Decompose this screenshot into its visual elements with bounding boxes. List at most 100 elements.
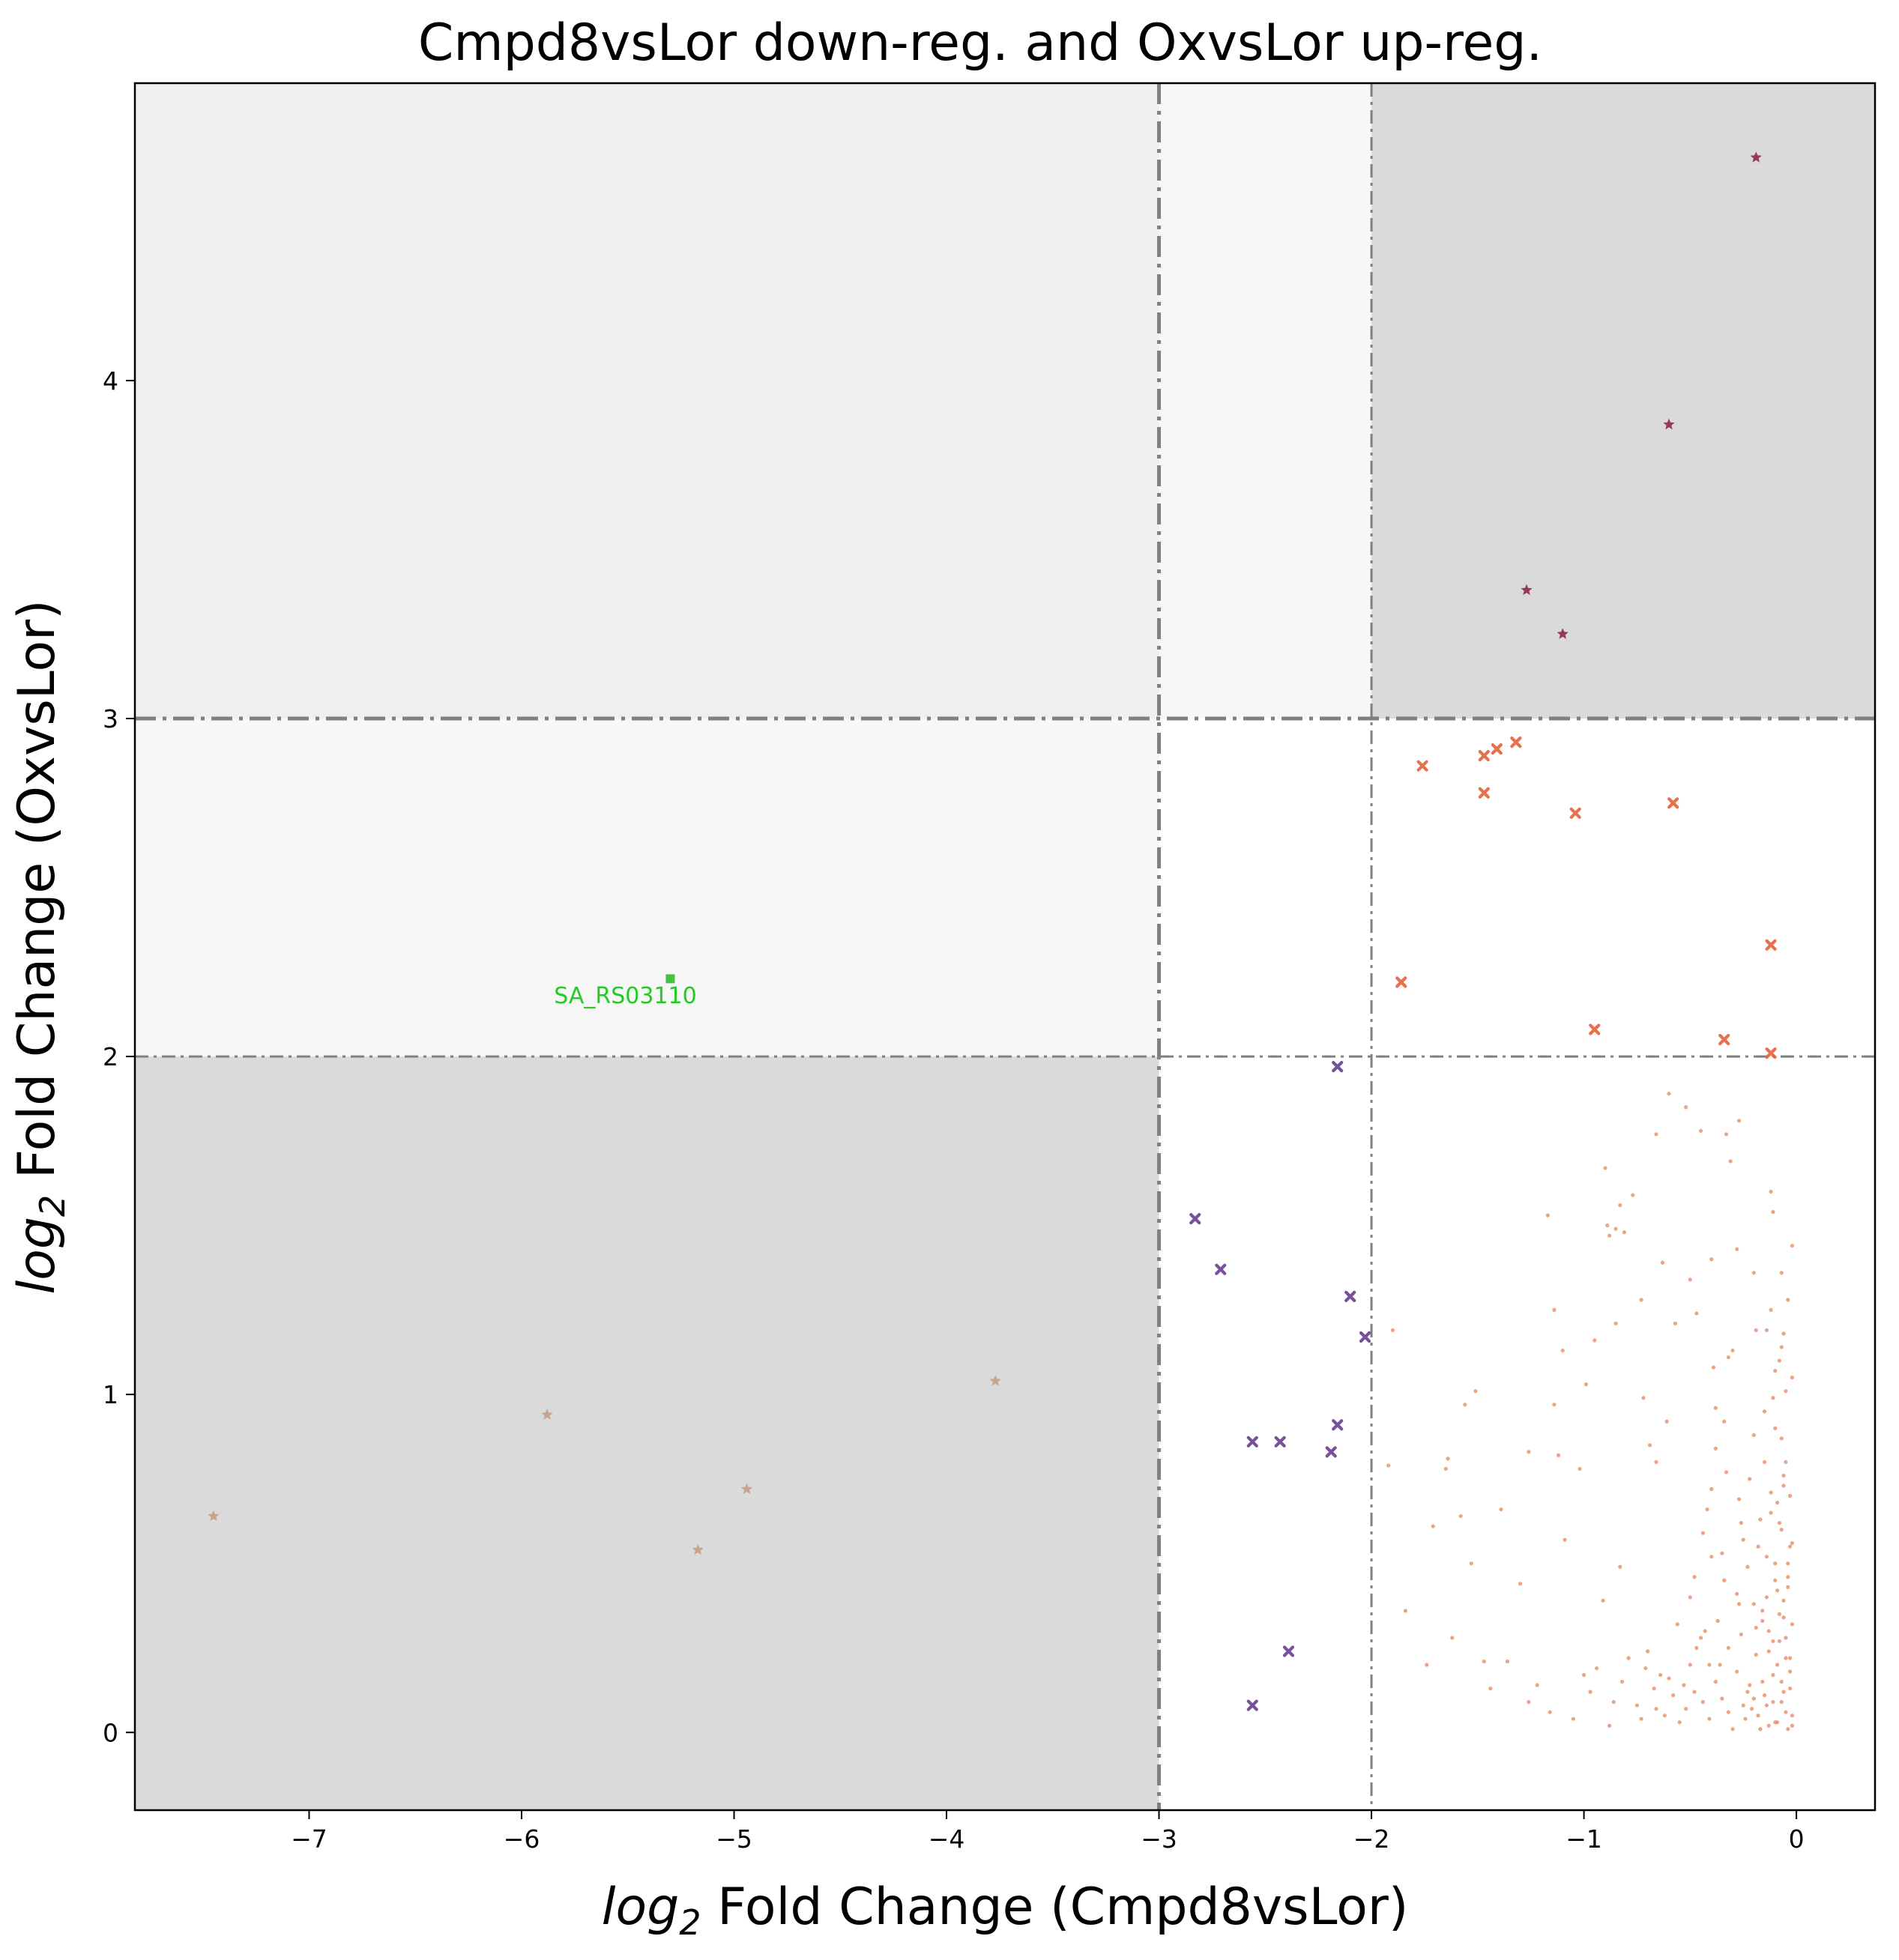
data-point-3-4 <box>692 1543 704 1555</box>
data-point-1-0 <box>1416 760 1428 772</box>
data-point-5-133 <box>1771 1700 1775 1705</box>
data-point-5-166 <box>1709 1555 1714 1559</box>
chart-title: Cmpd8vsLor down-reg. and OxvsLor up-reg. <box>418 13 1542 73</box>
data-point-5-13 <box>1613 1226 1618 1231</box>
data-point-2-3 <box>1344 1290 1356 1302</box>
data-point-5-54 <box>1647 1443 1652 1448</box>
data-point-5-65 <box>1781 1483 1786 1488</box>
data-point-5-170 <box>1643 1666 1648 1671</box>
data-point-5-67 <box>1736 1497 1742 1501</box>
data-point-5-95 <box>1675 1622 1679 1627</box>
data-point-5-134 <box>1781 1690 1786 1694</box>
y-tick-label-2: 2 <box>103 1042 118 1071</box>
data-point-5-23 <box>1688 1277 1692 1282</box>
data-point-5-150 <box>1762 1460 1767 1464</box>
data-point-5-169 <box>1662 1714 1667 1718</box>
data-point-3-1 <box>541 1409 553 1420</box>
data-point-5-177 <box>1751 1696 1756 1701</box>
data-point-5-45 <box>1641 1396 1646 1400</box>
data-point-5-68 <box>1775 1500 1780 1505</box>
data-point-5-64 <box>1748 1477 1752 1481</box>
data-point-5-57 <box>1556 1453 1561 1457</box>
data-point-5-178 <box>1743 1716 1748 1721</box>
data-point-5-158 <box>1634 1703 1640 1708</box>
shaded-region-0 <box>135 83 1159 719</box>
data-point-5-79 <box>1764 1555 1769 1559</box>
data-point-5-192 <box>1777 1358 1782 1363</box>
data-point-5-182 <box>1760 1618 1765 1623</box>
data-point-5-157 <box>1658 1672 1663 1678</box>
data-point-5-126 <box>1607 1723 1612 1728</box>
data-point-5-20 <box>1660 1260 1665 1265</box>
data-point-5-116 <box>1692 1690 1697 1694</box>
data-point-1-9 <box>1589 1023 1601 1035</box>
data-point-5-140 <box>1790 1622 1795 1627</box>
data-point-5-160 <box>1588 1690 1592 1694</box>
data-point-5-98 <box>1698 1636 1703 1640</box>
data-point-5-69 <box>1705 1507 1709 1512</box>
data-point-5-28 <box>1694 1311 1699 1316</box>
data-point-5-113 <box>1620 1679 1625 1684</box>
data-point-5-119 <box>1779 1700 1784 1705</box>
data-point-5-101 <box>1726 1645 1730 1651</box>
data-point-5-40 <box>1711 1365 1716 1370</box>
data-point-5-47 <box>1552 1403 1557 1407</box>
data-point-5-199 <box>1639 1716 1643 1721</box>
data-point-5-74 <box>1700 1531 1705 1535</box>
data-point-5-44 <box>1784 1389 1788 1394</box>
data-point-5-76 <box>1563 1537 1567 1542</box>
x-tick-label-7: 0 <box>1789 1824 1805 1854</box>
data-point-5-147 <box>1769 1510 1773 1515</box>
data-point-5-143 <box>1786 1575 1790 1579</box>
x-tick-label-3: −4 <box>929 1824 965 1854</box>
data-point-5-56 <box>1527 1450 1531 1454</box>
data-point-5-21 <box>1751 1271 1756 1275</box>
data-point-5-43 <box>1473 1389 1478 1394</box>
data-point-2-1 <box>1189 1213 1201 1225</box>
data-point-5-188 <box>1769 1490 1773 1495</box>
data-point-5-53 <box>1779 1436 1784 1441</box>
data-point-0-0 <box>1750 151 1762 163</box>
data-point-5-171 <box>1611 1700 1616 1705</box>
data-point-5-114 <box>1748 1683 1752 1687</box>
data-point-5-8 <box>1631 1193 1635 1197</box>
x-axis-label-log: log <box>602 1878 680 1937</box>
data-point-5-50 <box>1664 1419 1669 1424</box>
data-point-5-22 <box>1779 1271 1784 1275</box>
data-point-5-198 <box>1652 1687 1656 1691</box>
data-point-5-165 <box>1722 1578 1727 1582</box>
plot-frame <box>133 82 1877 1812</box>
data-point-5-100 <box>1777 1639 1782 1644</box>
data-point-5-179 <box>1779 1679 1784 1684</box>
data-point-5-3 <box>1654 1132 1658 1137</box>
data-point-5-195 <box>1718 1663 1722 1667</box>
x-tick-label-6: −1 <box>1566 1824 1602 1854</box>
data-point-5-60 <box>1386 1463 1391 1468</box>
data-point-5-142 <box>1764 1595 1769 1600</box>
data-point-5-107 <box>1707 1663 1712 1667</box>
data-point-5-145 <box>1790 1541 1795 1546</box>
y-axis-label-sub: 2 <box>32 1195 73 1217</box>
data-point-5-4 <box>1724 1132 1729 1137</box>
data-point-5-112 <box>1667 1676 1671 1681</box>
y-tick-label-3: 3 <box>103 704 118 734</box>
data-point-5-120 <box>1741 1703 1745 1708</box>
data-point-5-181 <box>1771 1639 1775 1644</box>
data-point-5-84 <box>1773 1578 1778 1582</box>
data-point-5-31 <box>1754 1328 1758 1333</box>
data-point-5-172 <box>1790 1723 1795 1728</box>
shaded-region-4 <box>135 1056 1159 1810</box>
x-tick-label-5: −2 <box>1353 1824 1390 1854</box>
data-point-1-7 <box>1765 939 1777 951</box>
data-point-5-41 <box>1773 1369 1778 1373</box>
data-point-5-75 <box>1741 1537 1745 1542</box>
x-tick-label-0: −7 <box>291 1824 327 1854</box>
data-point-2-2 <box>1215 1263 1227 1275</box>
data-point-5-201 <box>1527 1700 1531 1705</box>
data-point-5-97 <box>1739 1632 1743 1637</box>
x-axis-label-text: Fold Change (Cmpd8vsLor) <box>701 1878 1409 1937</box>
data-point-5-48 <box>1463 1403 1467 1407</box>
x-axis-label: log2 Fold Change (Cmpd8vsLor) <box>602 1878 1409 1943</box>
data-point-2-4 <box>1359 1331 1371 1343</box>
y-tick-label-1: 1 <box>103 1380 118 1409</box>
